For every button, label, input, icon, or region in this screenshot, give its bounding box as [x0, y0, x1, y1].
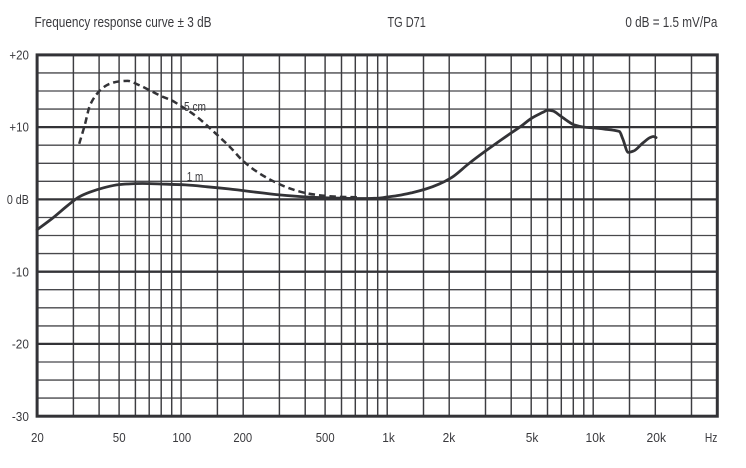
svg-text:10k: 10k [586, 430, 606, 445]
svg-text:0 dB: 0 dB [7, 192, 29, 207]
svg-text:1k: 1k [382, 430, 395, 445]
svg-text:Hz: Hz [705, 430, 718, 445]
svg-text:Frequency response curve ± 3 d: Frequency response curve ± 3 dB [35, 15, 212, 31]
svg-text:+20: +20 [9, 48, 29, 63]
svg-text:50: 50 [113, 430, 126, 445]
svg-text:-30: -30 [12, 409, 29, 424]
svg-text:-10: -10 [12, 264, 29, 279]
svg-text:20: 20 [31, 430, 44, 445]
svg-text:200: 200 [233, 430, 252, 445]
svg-text:-20: -20 [12, 337, 29, 352]
svg-text:500: 500 [316, 430, 335, 445]
svg-text:+10: +10 [9, 120, 29, 135]
svg-text:0 dB = 1.5 mV/Pa: 0 dB = 1.5 mV/Pa [625, 15, 718, 31]
svg-text:2k: 2k [443, 430, 456, 445]
svg-text:TG D71: TG D71 [388, 15, 426, 31]
svg-text:1 m: 1 m [187, 170, 204, 184]
svg-text:5k: 5k [526, 430, 539, 445]
svg-text:100: 100 [172, 430, 191, 445]
svg-text:20k: 20k [647, 430, 667, 445]
svg-text:5 cm: 5 cm [184, 100, 206, 114]
